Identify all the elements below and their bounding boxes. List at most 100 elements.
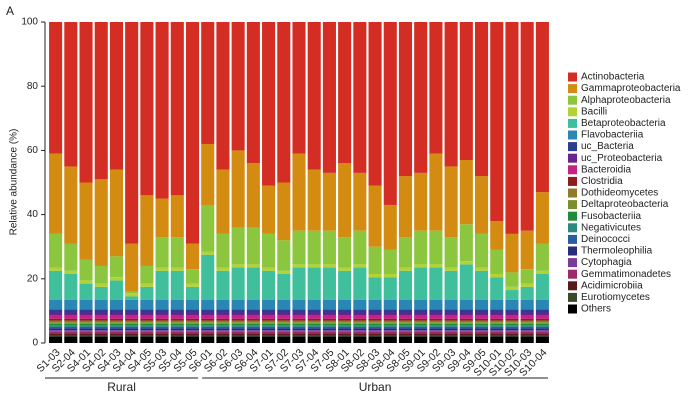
bar-segment [64,312,78,316]
bar-segment [109,320,123,323]
bar-segment [216,299,230,310]
bar-segment [155,322,169,324]
bar-segment [277,323,291,326]
bar-segment [64,336,78,343]
bar-segment [429,318,443,321]
bar-segment [520,299,534,310]
bar-segment [322,318,336,321]
bar-segment [201,325,215,327]
bar-segment [170,334,184,337]
bar-segment [185,326,200,329]
bar-segment [475,323,489,326]
bar-segment [383,309,397,313]
bar-segment [79,323,93,326]
bar-segment [140,318,154,321]
bar-segment [262,333,276,335]
bar-segment [338,322,352,324]
bar-segment [216,315,230,319]
bar-segment [155,198,169,238]
legend-swatch [568,165,577,175]
bar-segment [459,323,473,326]
bar-segment [414,320,428,323]
bar-segment [49,336,63,343]
legend-label: Thermoleophilia [581,246,653,257]
bar-segment [307,299,321,310]
bar-segment [262,22,276,186]
bar-segment [262,309,276,313]
bar-segment [185,243,200,270]
bar-segment [490,277,504,300]
bar-segment [231,325,245,327]
bar-segment [368,246,382,274]
bar-segment [185,331,200,334]
bar-segment [64,333,78,335]
bar-segment [368,320,382,323]
bar-segment [49,267,63,271]
bar-segment [155,320,169,323]
bar-segment [292,331,306,334]
bar-segment [414,264,428,268]
bar-segment [79,312,93,316]
bar-segment [79,336,93,343]
bar-segment [109,280,123,300]
bar-segment [475,320,489,323]
bar-segment [109,277,123,281]
bar-segment [262,320,276,323]
bar-segment [490,336,504,343]
bar-segment [459,261,473,265]
bar-segment [216,270,230,300]
bar-segment [109,326,123,329]
bar-segment [383,333,397,335]
bar-segment [322,326,336,329]
bar-segment [262,185,276,234]
bar-segment [414,336,428,343]
bar-segment [140,322,154,324]
bar-segment [64,320,78,323]
bar-segment [338,333,352,335]
bar-segment [459,333,473,335]
legend-swatch [568,246,577,256]
bar-segment [475,315,489,319]
bar-segment [170,315,184,319]
bar-segment [459,320,473,323]
bar-segment [170,312,184,316]
bar-segment [459,326,473,329]
bar-segment [125,323,139,326]
bar-segment [246,334,260,337]
bar-segment [429,315,443,319]
bar-segment [383,299,397,310]
bar-segment [353,331,367,334]
legend-label: Alphaproteobacteria [581,95,671,106]
bar-segment [322,309,336,313]
bar-segment [383,22,397,205]
bar-segment [338,318,352,321]
bar-segment [368,299,382,310]
bar-segment [170,323,184,326]
bar-segment [262,328,276,331]
bar-segment [444,323,458,326]
bar-segment [49,330,63,332]
bar-segment [383,330,397,332]
bar-segment [49,270,63,300]
bar-segment [429,334,443,337]
bar-segment [49,331,63,334]
bar-segment [307,331,321,334]
bar-segment [79,283,93,300]
bar-segment [338,326,352,329]
y-tick-label: 40 [27,209,39,220]
bar-segment [140,265,154,284]
bar-segment [444,166,458,238]
bar-segment [216,331,230,334]
bar-segment [170,328,184,331]
bar-segment [383,334,397,337]
bar-segment [125,331,139,334]
bar-segment [475,318,489,321]
bar-segment [216,336,230,343]
bar-segment [64,309,78,313]
bar-segment [201,323,215,326]
bar-segment [109,323,123,326]
bar-segment [429,320,443,323]
bar-segment [246,264,260,268]
bar-segment [64,334,78,337]
bar-segment [292,322,306,324]
